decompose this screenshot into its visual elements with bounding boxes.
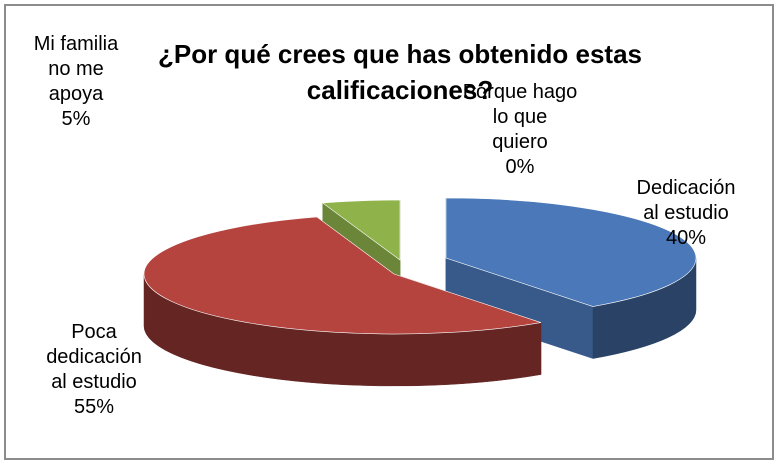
chart-title: ¿Por qué crees que has obtenido estas ca… bbox=[120, 36, 680, 108]
slice-label-line: dedicación bbox=[46, 346, 142, 368]
slice-label-dedicacion: Dedicación al estudio 40% bbox=[596, 176, 776, 251]
chart-title-line-1: ¿Por qué crees que has obtenido estas bbox=[157, 39, 643, 69]
slice-label-line: Dedicación bbox=[636, 177, 736, 199]
slice-label-line: 5% bbox=[61, 108, 91, 130]
slice-label-poca-dedicacion: Poca dedicación al estudio 55% bbox=[14, 320, 174, 420]
slice-top-poca-dedicaci-n-al-estudio bbox=[143, 216, 542, 335]
chart-title-line-2: calificaciones? bbox=[306, 75, 494, 105]
slice-label-line: 55% bbox=[73, 396, 115, 418]
slice-label-line: Porque hago bbox=[462, 81, 578, 103]
slice-label-line: Poca bbox=[71, 321, 117, 343]
slice-label-line: 40% bbox=[665, 227, 707, 249]
slice-label-mi-familia: Mi familia no me apoya 5% bbox=[6, 32, 146, 132]
slice-label-porque-hago: Porque hago lo que quiero 0% bbox=[440, 80, 600, 180]
slice-label-line: al estudio bbox=[51, 371, 137, 393]
slice-top-dedicaci-n-al-estudio bbox=[445, 197, 697, 307]
slice-label-line: lo que bbox=[492, 106, 548, 128]
slice-label-line: al estudio bbox=[643, 202, 729, 224]
slice-label-line: no me bbox=[48, 58, 104, 80]
slice-label-line: Mi familia bbox=[33, 33, 119, 55]
slice-label-line: quiero bbox=[492, 131, 548, 153]
slice-label-line: 0% bbox=[505, 156, 535, 178]
slice-top-mi-familia-no-me-apoya bbox=[321, 199, 401, 261]
slice-label-line: apoya bbox=[48, 83, 104, 105]
